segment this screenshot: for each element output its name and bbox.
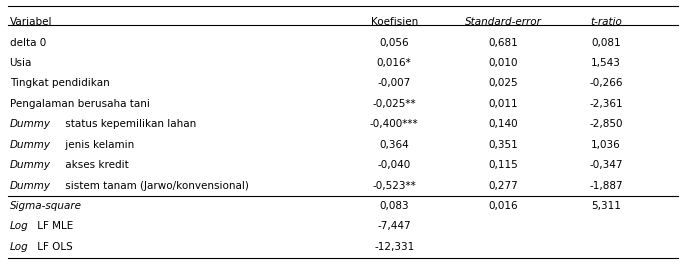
Text: jenis kelamin: jenis kelamin — [62, 140, 134, 150]
Text: 0,277: 0,277 — [488, 180, 519, 190]
Text: 0,016*: 0,016* — [377, 58, 412, 68]
Text: LF MLE: LF MLE — [34, 221, 73, 231]
Text: 0,010: 0,010 — [489, 58, 519, 68]
Text: t-ratio: t-ratio — [590, 17, 622, 27]
Text: Sigma-square: Sigma-square — [10, 201, 82, 211]
Text: Log: Log — [10, 221, 28, 231]
Text: Dummy: Dummy — [10, 119, 51, 129]
Text: 0,364: 0,364 — [379, 140, 409, 150]
Text: -0,400***: -0,400*** — [370, 119, 418, 129]
Text: -0,040: -0,040 — [377, 160, 411, 170]
Text: sistem tanam (Jarwo/konvensional): sistem tanam (Jarwo/konvensional) — [62, 180, 249, 190]
Text: status kepemilikan lahan: status kepemilikan lahan — [62, 119, 196, 129]
Text: -0,266: -0,266 — [589, 79, 623, 89]
Text: 0,083: 0,083 — [379, 201, 409, 211]
Text: 5,311: 5,311 — [591, 201, 621, 211]
Text: 0,025: 0,025 — [488, 79, 519, 89]
Text: Standard-error: Standard-error — [465, 17, 542, 27]
Text: -2,850: -2,850 — [589, 119, 623, 129]
Text: Usia: Usia — [10, 58, 32, 68]
Text: akses kredit: akses kredit — [62, 160, 129, 170]
Text: -1,887: -1,887 — [589, 180, 623, 190]
Text: Tingkat pendidikan: Tingkat pendidikan — [10, 79, 109, 89]
Text: Variabel: Variabel — [10, 17, 52, 27]
Text: 0,140: 0,140 — [488, 119, 519, 129]
Text: delta 0: delta 0 — [10, 38, 46, 48]
Text: 1,543: 1,543 — [591, 58, 621, 68]
Text: Dummy: Dummy — [10, 160, 51, 170]
Text: Pengalaman berusaha tani: Pengalaman berusaha tani — [10, 99, 150, 109]
Text: -0,007: -0,007 — [377, 79, 411, 89]
Text: 0,011: 0,011 — [488, 99, 519, 109]
Text: -2,361: -2,361 — [589, 99, 623, 109]
Text: Dummy: Dummy — [10, 140, 51, 150]
Text: 1,036: 1,036 — [591, 140, 621, 150]
Text: -7,447: -7,447 — [377, 221, 411, 231]
Text: 0,681: 0,681 — [488, 38, 519, 48]
Text: -0,523**: -0,523** — [372, 180, 416, 190]
Text: LF OLS: LF OLS — [34, 242, 73, 252]
Text: Log: Log — [10, 242, 28, 252]
Text: 0,081: 0,081 — [591, 38, 621, 48]
Text: Dummy: Dummy — [10, 180, 51, 190]
Text: 0,016: 0,016 — [488, 201, 519, 211]
Text: 0,351: 0,351 — [488, 140, 519, 150]
Text: -12,331: -12,331 — [374, 242, 414, 252]
Text: -0,025**: -0,025** — [372, 99, 416, 109]
Text: 0,056: 0,056 — [379, 38, 409, 48]
Text: 0,115: 0,115 — [488, 160, 519, 170]
Text: -0,347: -0,347 — [589, 160, 623, 170]
Text: Koefisien: Koefisien — [370, 17, 418, 27]
